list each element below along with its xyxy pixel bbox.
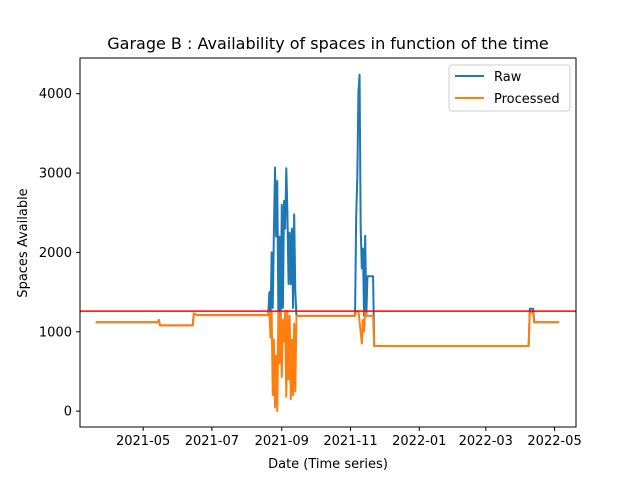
chart-title: Garage B : Availability of spaces in fun… (107, 34, 549, 53)
y-tick-label: 2000 (39, 246, 72, 261)
y-tick-label: 3000 (39, 167, 72, 182)
plot-frame (79, 57, 577, 428)
x-tick-label: 2022-05 (527, 434, 581, 449)
x-tick-label: 2022-03 (459, 434, 513, 449)
legend-label-processed: Processed (494, 92, 560, 107)
y-tick-label: 4000 (39, 87, 72, 102)
y-axis-label: Spaces Available (16, 188, 31, 297)
x-tick-label: 2022-01 (392, 434, 446, 449)
x-tick-label: 2021-09 (255, 434, 309, 449)
x-tick-label: 2021-07 (185, 434, 239, 449)
x-axis-label: Date (Time series) (268, 457, 388, 472)
y-tick-label: 1000 (39, 325, 72, 340)
legend: Raw Processed (448, 64, 571, 112)
legend-label-raw: Raw (494, 70, 522, 85)
x-tick-label: 2021-05 (116, 434, 170, 449)
x-axis: 2021-05 2021-07 2021-09 2021-11 2022-01 2022-… (116, 427, 582, 449)
y-tick-label: 0 (64, 405, 72, 420)
y-axis: 0 1000 2000 3000 4000 (39, 87, 80, 420)
series-line-raw (95, 73, 560, 348)
x-tick-label: 2021-11 (323, 434, 377, 449)
